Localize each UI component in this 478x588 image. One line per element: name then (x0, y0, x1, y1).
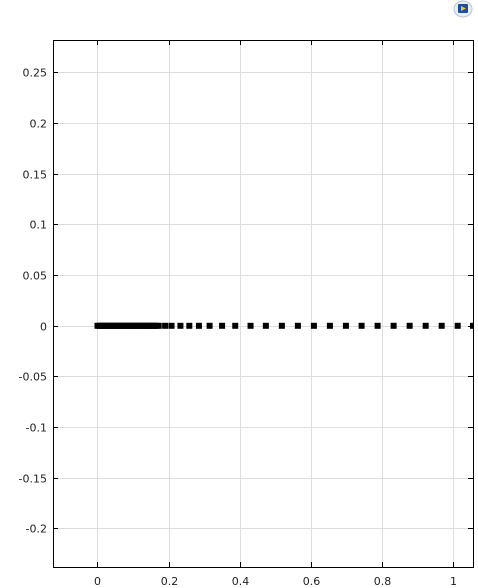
data-point (232, 322, 239, 329)
data-point (262, 322, 269, 329)
data-point (470, 322, 473, 329)
x-tick-label: 1 (450, 575, 457, 588)
tick-labels: 0 0.2 0.4 0.6 0.8 1 0.25 0.2 0.15 0.1 0.05 0 -0.05 -0… (19, 67, 457, 588)
y-tick-label: 0.25 (23, 67, 48, 80)
data-point (374, 322, 381, 329)
data-point (168, 322, 175, 329)
data-point (278, 322, 285, 329)
data-point (326, 322, 333, 329)
x-tick-label: 0.4 (232, 575, 250, 588)
y-tick-label: -0.2 (26, 523, 47, 536)
data-point (454, 322, 461, 329)
y-tick-label: 0 (40, 321, 47, 334)
data-point (195, 322, 202, 329)
data-points (94, 322, 473, 329)
data-point (186, 322, 193, 329)
y-tick-label: 0.2 (30, 118, 48, 131)
data-point (177, 322, 184, 329)
data-point (155, 322, 162, 329)
y-tick-label: -0.15 (19, 473, 47, 486)
grid (53, 40, 473, 567)
y-tick-label: 0.05 (23, 270, 48, 283)
y-tick-label: -0.1 (26, 422, 47, 435)
data-point (422, 322, 429, 329)
x-tick-label: 0 (94, 575, 101, 588)
comsol-logo-icon (453, 0, 473, 18)
plot-frame (53, 40, 474, 568)
data-point (219, 322, 226, 329)
data-point (390, 322, 397, 329)
axis-ticks (53, 40, 473, 567)
y-tick-label: 0.1 (30, 219, 48, 232)
x-tick-label: 0.2 (161, 575, 179, 588)
data-point (294, 322, 301, 329)
y-tick-label: 0.15 (23, 169, 48, 182)
x-tick-label: 0.6 (303, 575, 321, 588)
data-point (247, 322, 254, 329)
data-point (342, 322, 349, 329)
data-point (206, 322, 213, 329)
data-point (438, 322, 445, 329)
data-point (358, 322, 365, 329)
data-point (310, 322, 317, 329)
data-point (406, 322, 413, 329)
data-point (162, 322, 169, 329)
x-tick-label: 0.8 (374, 575, 392, 588)
y-tick-label: -0.05 (19, 371, 47, 384)
